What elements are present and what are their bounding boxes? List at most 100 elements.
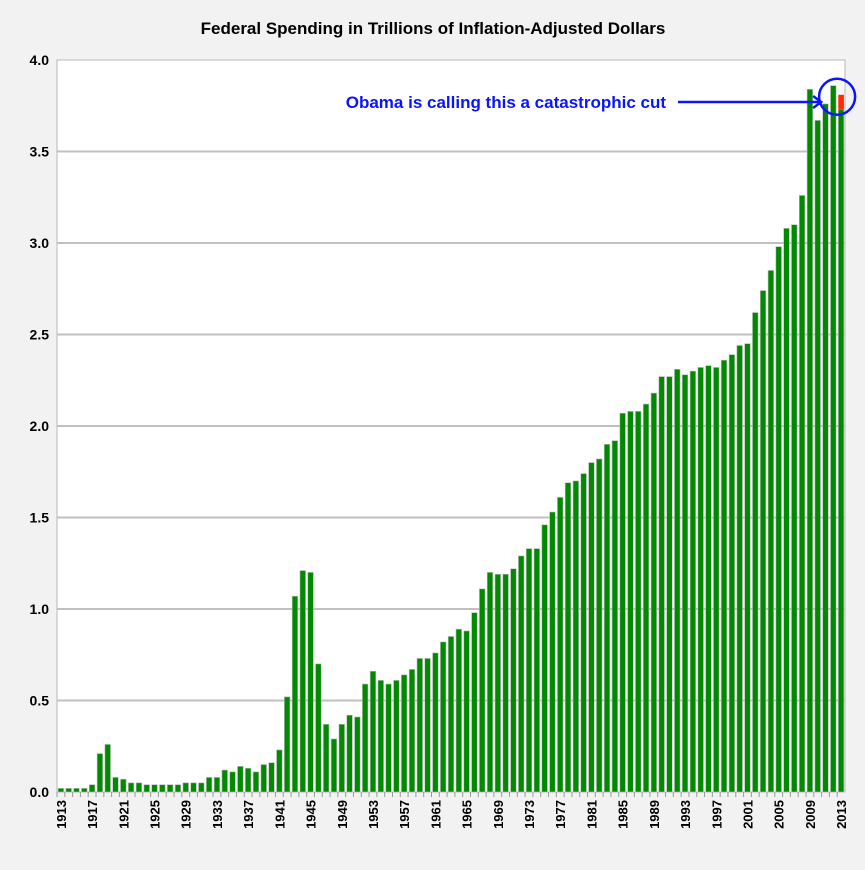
bar-2002 [752, 312, 759, 793]
bar-1944 [299, 570, 306, 793]
bar-1926 [159, 784, 166, 793]
bar-1917 [89, 784, 96, 793]
bar-1997 [713, 367, 720, 793]
x-tick-label: 1997 [709, 800, 724, 829]
bar-1937 [245, 767, 252, 793]
y-tick-label: 3.0 [30, 235, 50, 251]
bar-1932 [206, 777, 213, 793]
bar-2004 [767, 270, 774, 793]
bar-1916 [81, 788, 88, 793]
bar-1990 [658, 376, 665, 793]
bar-2003 [759, 290, 767, 793]
bar-1918 [96, 753, 104, 793]
bar-1923 [135, 782, 143, 793]
x-tick-label: 1917 [85, 800, 100, 829]
bar-2000 [736, 345, 743, 793]
x-tick-label: 1953 [366, 800, 381, 829]
bar-2008 [798, 195, 806, 793]
bar-1946 [315, 663, 322, 793]
bar-1987 [635, 411, 642, 793]
bar-1915 [73, 788, 80, 793]
bar-2006 [783, 228, 790, 793]
y-tick-label: 1.0 [30, 601, 50, 617]
bar-1973 [525, 548, 533, 793]
bar-1992 [674, 368, 681, 793]
bar-1939 [260, 764, 267, 793]
bar-1984 [611, 440, 618, 793]
bar-1993 [681, 374, 689, 793]
highlight-cut-bar [838, 94, 844, 110]
y-tick-label: 0.5 [30, 693, 50, 709]
bar-1945 [307, 572, 314, 793]
bar-1996 [705, 365, 712, 793]
bar-1921 [120, 778, 127, 793]
bar-1962 [440, 641, 447, 793]
bar-1914 [65, 788, 72, 793]
bar-1929 [182, 782, 189, 793]
bar-1972 [518, 555, 525, 793]
bar-1925 [151, 784, 158, 793]
bar-1941 [276, 749, 283, 793]
bar-1979 [572, 480, 579, 793]
bar-1957 [401, 674, 408, 793]
y-tick-label: 2.0 [30, 418, 50, 434]
x-tick-label: 1993 [678, 800, 693, 829]
bar-2001 [744, 343, 751, 793]
bar-1938 [252, 771, 260, 793]
chart-title: Federal Spending in Trillions of Inflati… [201, 19, 666, 38]
bar-1986 [627, 411, 634, 793]
bar-1952 [362, 683, 369, 793]
bar-1913 [57, 788, 65, 793]
x-tick-label: 2009 [803, 800, 818, 829]
bar-1967 [479, 588, 486, 793]
bar-1991 [666, 376, 673, 793]
bar-1920 [112, 777, 119, 793]
bar-1943 [291, 595, 299, 793]
bar-1940 [268, 762, 275, 793]
bar-1935 [229, 771, 236, 793]
x-tick-label: 1961 [428, 800, 443, 829]
x-tick-label: 1945 [304, 800, 319, 829]
bar-1942 [284, 696, 291, 793]
bar-1998 [720, 359, 728, 793]
bar-1955 [385, 683, 392, 793]
bar-1978 [564, 482, 572, 793]
bar-2005 [775, 246, 782, 793]
bar-1999 [728, 354, 735, 793]
bar-1953 [369, 670, 377, 793]
x-tick-label: 2013 [834, 800, 849, 829]
bar-1956 [393, 680, 400, 793]
bar-1958 [408, 669, 416, 793]
bar-1980 [580, 473, 587, 793]
bar-1963 [447, 636, 455, 793]
bar-1934 [221, 769, 228, 793]
x-tick-label: 1957 [397, 800, 412, 829]
bar-1975 [541, 524, 548, 793]
bar-1954 [377, 680, 384, 793]
bar-1974 [533, 548, 540, 793]
bar-1960 [424, 658, 431, 793]
x-tick-label: 1937 [241, 800, 256, 829]
y-tick-label: 4.0 [30, 52, 50, 68]
bar-1966 [471, 612, 478, 793]
x-tick-label: 1921 [116, 800, 131, 829]
y-tick-label: 3.5 [30, 144, 50, 160]
bar-1965 [463, 630, 470, 793]
bar-1936 [237, 766, 244, 793]
bar-1983 [603, 443, 611, 793]
bar-1989 [650, 392, 657, 793]
x-tick-label: 1941 [272, 800, 287, 829]
bar-1930 [190, 782, 197, 793]
bar-1994 [689, 370, 696, 793]
bar-1982 [596, 458, 603, 793]
x-tick-label: 1949 [335, 800, 350, 829]
x-tick-label: 2005 [772, 800, 787, 829]
bar-1951 [354, 716, 361, 793]
y-tick-label: 2.5 [30, 327, 50, 343]
x-tick-label: 1973 [522, 800, 537, 829]
x-tick-label: 2001 [740, 800, 755, 829]
bar-1968 [486, 572, 494, 793]
bar-1949 [338, 723, 345, 793]
bar-1970 [502, 573, 509, 793]
x-tick-label: 1977 [553, 800, 568, 829]
